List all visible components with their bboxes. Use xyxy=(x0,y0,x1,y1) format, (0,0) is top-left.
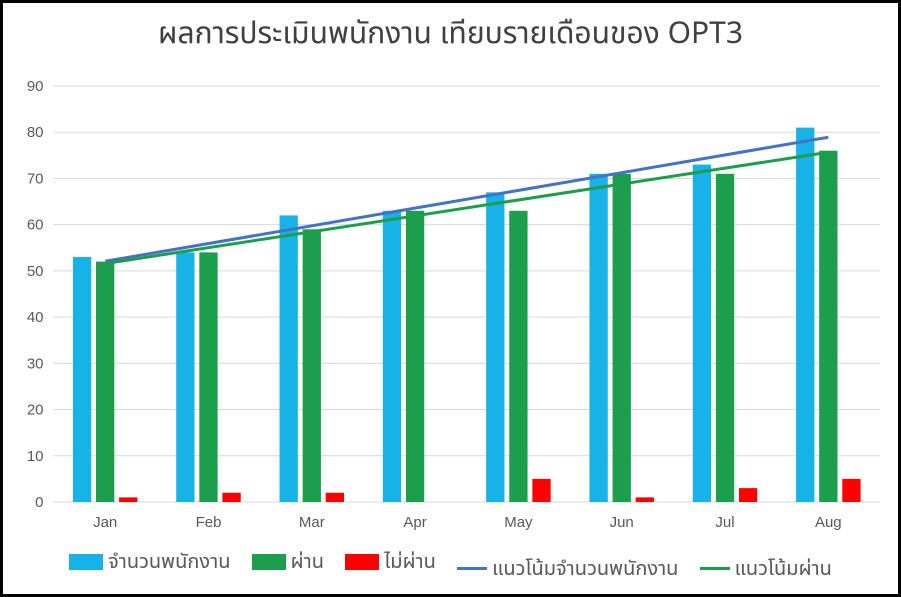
svg-text:40: 40 xyxy=(27,309,44,326)
svg-text:0: 0 xyxy=(35,494,43,511)
svg-text:Mar: Mar xyxy=(299,514,325,531)
svg-text:May: May xyxy=(504,514,533,531)
svg-text:Aug: Aug xyxy=(815,514,842,531)
svg-text:Jun: Jun xyxy=(610,514,634,531)
svg-text:Jul: Jul xyxy=(715,514,734,531)
svg-text:10: 10 xyxy=(27,448,44,465)
svg-text:Jan: Jan xyxy=(93,514,117,531)
svg-text:80: 80 xyxy=(27,124,44,141)
svg-text:Feb: Feb xyxy=(196,514,222,531)
svg-text:Apr: Apr xyxy=(403,514,426,531)
svg-text:70: 70 xyxy=(27,170,44,187)
svg-text:60: 60 xyxy=(27,217,44,234)
svg-text:20: 20 xyxy=(27,402,44,419)
svg-text:30: 30 xyxy=(27,355,44,372)
svg-text:90: 90 xyxy=(27,78,44,95)
svg-text:50: 50 xyxy=(27,263,44,280)
